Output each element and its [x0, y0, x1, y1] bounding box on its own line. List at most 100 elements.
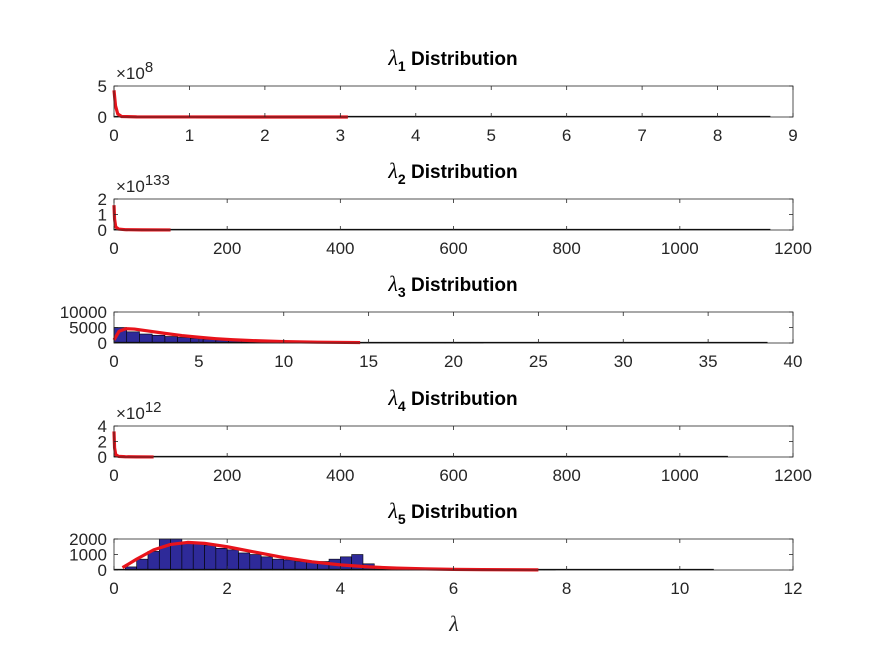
- title-symbol: λ: [387, 158, 398, 183]
- hist-bar: [215, 547, 228, 571]
- x-tick-label: 7: [637, 126, 646, 145]
- x-tick-label: 1: [185, 126, 194, 145]
- x-tick-label: 20: [444, 352, 463, 371]
- y-tick-label: 2: [98, 190, 107, 209]
- y-tick-label: 1000: [69, 546, 107, 565]
- y-tick-label: 5: [98, 77, 107, 96]
- exponent-power: 12: [145, 399, 162, 416]
- y-tick-label: 1: [98, 206, 107, 225]
- x-tick-label: 15: [359, 352, 378, 371]
- y-tick-label: 0: [98, 108, 107, 127]
- x-tick-label: 2: [222, 579, 231, 598]
- hist-bar: [238, 552, 251, 571]
- y-tick-label: 10000: [60, 303, 107, 322]
- title-text: Distribution: [406, 275, 518, 296]
- x-tick-label: 200: [213, 239, 241, 258]
- x-tick-label: 1200: [774, 239, 812, 258]
- x-tick-label: 400: [326, 466, 354, 485]
- x-tick-label: 40: [784, 352, 803, 371]
- y-tick-label: 2: [98, 433, 107, 452]
- hist-bar: [126, 331, 140, 344]
- hist-bar: [181, 542, 194, 571]
- plot-area: [114, 199, 793, 230]
- x-tick-label: 0: [109, 126, 118, 145]
- y-exponent-label: ×1012: [116, 399, 162, 423]
- hist-bar: [192, 543, 205, 571]
- x-tick-label: 600: [439, 239, 467, 258]
- plot-area: [114, 86, 793, 117]
- title-subscript: 1: [398, 58, 406, 74]
- title-text: Distribution: [406, 162, 518, 183]
- y-exponent-label: ×108: [116, 59, 153, 83]
- x-tick-label: 4: [336, 579, 345, 598]
- title-subscript: 4: [398, 398, 406, 414]
- hist-bar: [272, 558, 285, 571]
- x-tick-label: 12: [784, 579, 803, 598]
- x-tick-label: 0: [109, 239, 118, 258]
- x-tick-label: 6: [562, 126, 571, 145]
- x-tick-label: 1000: [661, 466, 699, 485]
- x-tick-label: 2: [260, 126, 269, 145]
- hist-bar: [226, 549, 239, 571]
- subplot-title: λ1 Distribution: [387, 45, 517, 74]
- x-tick-label: 6: [449, 579, 458, 598]
- title-subscript: 2: [398, 171, 406, 187]
- y-tick-label: 5000: [69, 319, 107, 338]
- y-tick-label: 2000: [69, 530, 107, 549]
- title-symbol: λ: [387, 498, 398, 523]
- subplot-1: 0 1 2 3 4 5 6 7 8 9 0 5 ×108 λ1 Distribution: [98, 45, 798, 145]
- x-tick-label: 800: [552, 239, 580, 258]
- hist-bar: [147, 551, 160, 571]
- x-tick-label: 600: [439, 466, 467, 485]
- subplot-title: λ4 Distribution: [387, 385, 517, 414]
- x-tick-label: 0: [109, 352, 118, 371]
- x-tick-label: 9: [788, 126, 797, 145]
- subplot-title: λ3 Distribution: [387, 271, 517, 300]
- x-axis-label: λ: [448, 611, 459, 636]
- fit-curve: [112, 327, 361, 345]
- hist-bar: [294, 561, 307, 571]
- title-symbol: λ: [387, 271, 398, 296]
- x-tick-label: 10: [670, 579, 689, 598]
- x-tick-label: 200: [213, 466, 241, 485]
- title-symbol: λ: [387, 45, 398, 70]
- x-tick-label: 4: [411, 126, 420, 145]
- fit-curve: [121, 540, 539, 572]
- x-tick-label: 0: [109, 579, 118, 598]
- hist-bar: [283, 559, 296, 571]
- y-tick-label: 0: [98, 221, 107, 240]
- x-tick-label: 0: [109, 466, 118, 485]
- x-tick-label: 3: [336, 126, 345, 145]
- title-text: Distribution: [406, 389, 518, 410]
- x-tick-label: 1200: [774, 466, 812, 485]
- exponent-power: 133: [145, 172, 170, 189]
- exponent-base: ×10: [116, 404, 145, 423]
- y-tick-label: 0: [98, 334, 107, 353]
- x-tick-label: 8: [713, 126, 722, 145]
- title-text: Distribution: [406, 502, 518, 523]
- x-tick-label: 30: [614, 352, 633, 371]
- subplot-title: λ5 Distribution: [387, 498, 517, 527]
- subplot-4: 0 200 400 600 800 1000 1200 02 4 ×1012 λ4 Distribu…: [98, 385, 812, 485]
- hist-bar: [249, 554, 262, 571]
- hist-bar: [204, 544, 217, 571]
- title-subscript: 5: [398, 511, 406, 527]
- x-tick-label: 8: [562, 579, 571, 598]
- hist-bar: [139, 333, 153, 344]
- hist-bar: [260, 556, 273, 571]
- x-tick-label: 1000: [661, 239, 699, 258]
- y-exponent-label: ×10133: [116, 172, 170, 196]
- x-tick-label: 5: [194, 352, 203, 371]
- axes-box: [113, 85, 794, 118]
- title-subscript: 3: [398, 284, 406, 300]
- x-tick-label: 800: [552, 466, 580, 485]
- exponent-base: ×10: [116, 177, 145, 196]
- x-tick-label: 25: [529, 352, 548, 371]
- subplot-title: λ2 Distribution: [387, 158, 517, 187]
- y-tick-label: 0: [98, 448, 107, 467]
- x-tick-label: 35: [699, 352, 718, 371]
- x-tick-label: 5: [486, 126, 495, 145]
